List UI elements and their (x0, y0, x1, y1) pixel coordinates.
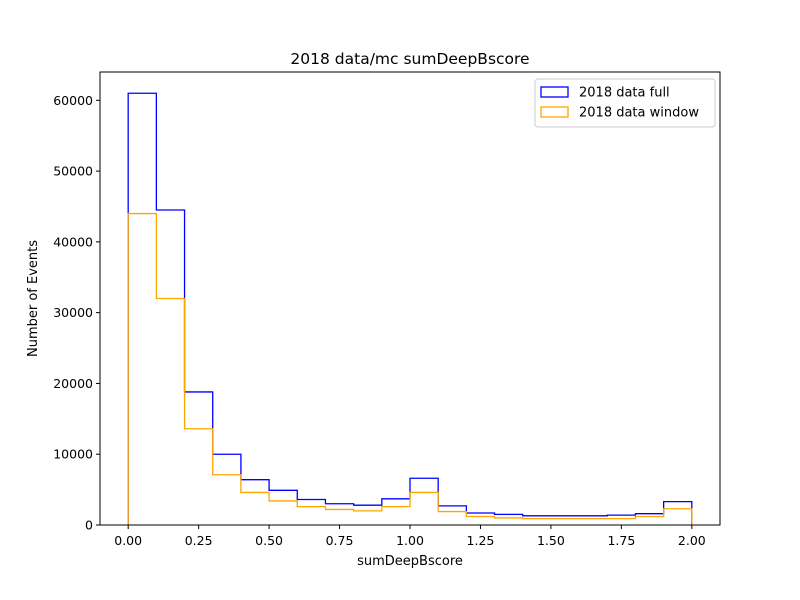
y-tick-label-4: 40000 (53, 234, 93, 249)
x-tick-label-8: 2.00 (678, 533, 706, 548)
y-tick-label-1: 10000 (53, 447, 93, 462)
x-tick-label-1: 0.25 (185, 533, 213, 548)
y-axis: 0 10000 20000 30000 40000 50000 60000 (53, 93, 100, 533)
x-tick-label-2: 0.50 (255, 533, 283, 548)
x-tick-label-4: 1.00 (396, 533, 424, 548)
legend-label-0: 2018 data full (579, 86, 670, 101)
y-tick-label-3: 30000 (53, 305, 93, 320)
chart-title: 2018 data/mc sumDeepBscore (290, 50, 529, 68)
series-line-0 (127, 92, 693, 525)
x-tick-label-0: 0.00 (114, 533, 142, 548)
y-axis-label: Number of Events (26, 240, 41, 357)
legend: 2018 data full 2018 data window (534, 78, 716, 128)
legend-swatch-0 (540, 86, 569, 98)
legend-swatch-1 (540, 106, 569, 118)
x-tick-label-6: 1.50 (537, 533, 565, 548)
y-tick-label-6: 60000 (53, 93, 93, 108)
x-axis-label: sumDeepBscore (357, 554, 463, 569)
series-layer (127, 92, 693, 525)
x-axis: 0.00 0.25 0.50 0.75 1.00 1.25 1.50 1.75 2.00 (114, 525, 706, 548)
x-tick-label-3: 0.75 (326, 533, 354, 548)
legend-label-1: 2018 data window (579, 106, 699, 121)
y-tick-label-5: 50000 (53, 164, 93, 179)
x-tick-label-7: 1.75 (607, 533, 635, 548)
x-tick-label-5: 1.25 (467, 533, 495, 548)
y-tick-label-0: 0 (85, 518, 93, 533)
series-line-1 (127, 212, 693, 525)
y-tick-label-2: 20000 (53, 376, 93, 391)
legend-box (534, 78, 716, 128)
